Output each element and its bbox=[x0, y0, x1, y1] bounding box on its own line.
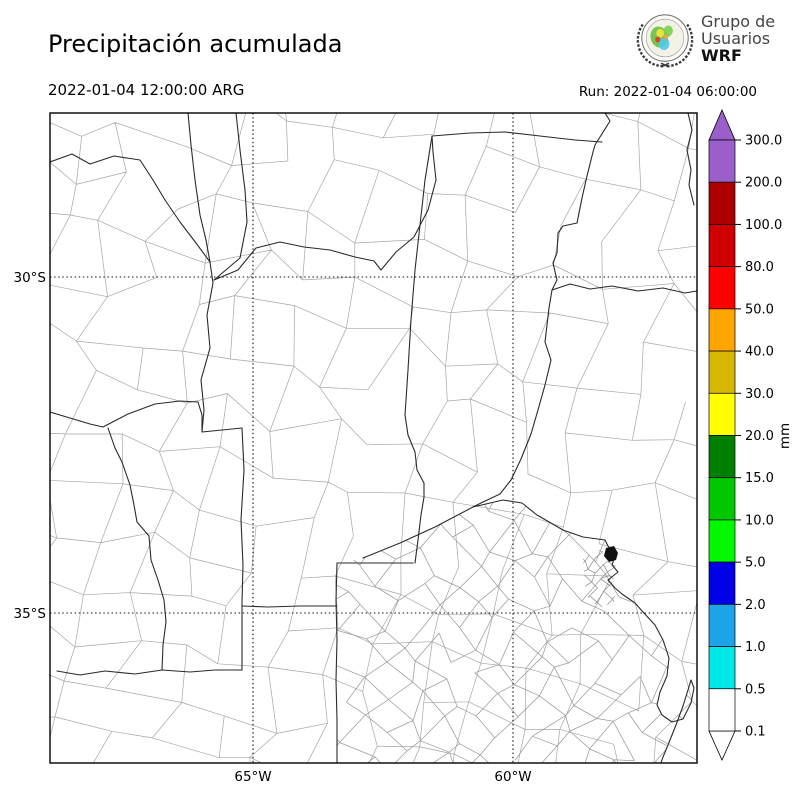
colorbar-over-arrow bbox=[708, 108, 736, 141]
buenos-aires-city-blob bbox=[604, 546, 618, 562]
map-frame bbox=[49, 112, 698, 764]
colorbar-tick-label: 50.0 bbox=[745, 302, 774, 317]
colorbar-segment bbox=[708, 139, 736, 183]
colorbar-tick-label: 20.0 bbox=[745, 429, 774, 444]
province-boundary bbox=[213, 135, 437, 281]
logo-line2: Usuarios bbox=[701, 29, 771, 48]
colorbar-under-arrow bbox=[708, 730, 736, 761]
province-boundary bbox=[50, 400, 243, 433]
colorbar-segment bbox=[708, 266, 736, 310]
logo-line3: WRF bbox=[701, 46, 742, 65]
colorbar-tick-label: 40.0 bbox=[745, 345, 774, 360]
lon-label: 60°W bbox=[494, 769, 531, 785]
logo-line1: Grupo de bbox=[701, 12, 776, 31]
province-boundary bbox=[107, 427, 167, 671]
province-boundary bbox=[213, 113, 248, 281]
colorbar-tick-label: 1.0 bbox=[745, 640, 766, 655]
colorbar-tick-label: 10.0 bbox=[745, 513, 774, 528]
colorbar-tick-label: 0.1 bbox=[745, 725, 766, 740]
province-boundary bbox=[241, 605, 338, 608]
colorbar-segment bbox=[708, 435, 736, 479]
province-boundary bbox=[240, 427, 245, 671]
province-boundary bbox=[551, 283, 697, 294]
colorbar-tick-label: 5.0 bbox=[745, 556, 766, 571]
colorbar-tick-label: 0.5 bbox=[745, 682, 766, 697]
lon-label: 65°W bbox=[234, 769, 271, 785]
colorbar-segment bbox=[708, 181, 736, 225]
colorbar-segment bbox=[708, 308, 736, 352]
colorbar-segment bbox=[708, 350, 736, 394]
colorbar-segment bbox=[708, 646, 736, 690]
run-time-label: Run: 2022-01-04 06:00:00 bbox=[578, 84, 757, 100]
province-boundary bbox=[404, 135, 433, 564]
logo-text: Grupo de Usuarios WRF bbox=[701, 13, 775, 65]
amba-dense-mesh bbox=[583, 550, 618, 608]
colorbar: 300.0 200.0 100.0 80.0 50.0 40.0 30.0 20.0 15.0 1… bbox=[708, 108, 793, 761]
colorbar-units-label: mm bbox=[777, 423, 793, 449]
axis-labels: 30°S 35°S 65°W 60°W bbox=[14, 270, 532, 785]
colorbar-segment bbox=[708, 688, 736, 732]
buenos-aires-partidos-mesh bbox=[337, 500, 694, 763]
province-boundary bbox=[187, 113, 211, 263]
province-boundary bbox=[56, 669, 243, 676]
colorbar-segment bbox=[708, 224, 736, 267]
globe-seal-icon bbox=[636, 14, 694, 68]
valid-time-label: 2022-01-04 12:00:00 ARG bbox=[48, 81, 245, 99]
page-title: Precipitación acumulada bbox=[48, 30, 343, 58]
province-boundary bbox=[472, 499, 695, 763]
province-boundary bbox=[686, 113, 695, 206]
colorbar-segment bbox=[708, 392, 736, 436]
colorbar-segment bbox=[708, 604, 736, 647]
latlon-gridlines bbox=[50, 113, 697, 763]
colorbar-segment bbox=[708, 561, 736, 605]
province-boundary bbox=[431, 131, 603, 143]
colorbar-segment bbox=[708, 519, 736, 563]
colorbar-tick-label: 80.0 bbox=[745, 260, 774, 275]
colorbar-tick-label: 15.0 bbox=[745, 471, 774, 486]
colorbar-tick-label: 100.0 bbox=[745, 218, 782, 233]
colorbar-tick-label: 2.0 bbox=[745, 598, 766, 613]
lat-label: 30°S bbox=[14, 270, 47, 286]
province-boundary bbox=[50, 153, 214, 433]
wrf-users-group-logo: Grupo de Usuarios WRF bbox=[636, 8, 775, 70]
colorbar-segment bbox=[708, 477, 736, 521]
province-boundary bbox=[335, 562, 338, 763]
colorbar-tick-label: 300.0 bbox=[745, 134, 782, 149]
province-boundary bbox=[362, 506, 474, 559]
colorbar-tick-label: 30.0 bbox=[745, 387, 774, 402]
colorbar-tick-label: 200.0 bbox=[745, 176, 782, 191]
province-boundaries bbox=[50, 113, 697, 763]
lat-label: 35°S bbox=[14, 606, 47, 622]
